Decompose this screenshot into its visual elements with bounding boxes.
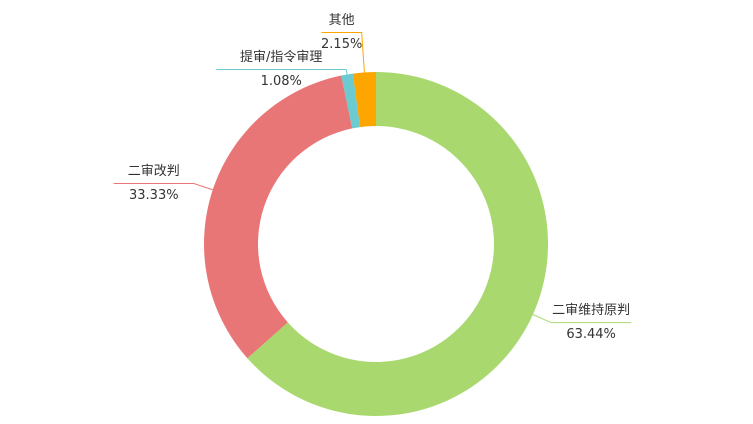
slice-value-label: 1.08% [261, 74, 302, 89]
leader-line [113, 182, 213, 191]
slice-value-label: 63.44% [566, 327, 616, 342]
slice-label: 二审改判 [128, 164, 180, 179]
leader-line [216, 69, 348, 75]
donut-slice [203, 75, 353, 359]
slice-label: 其他 [329, 13, 355, 28]
slice-value-label: 2.15% [321, 37, 362, 52]
leader-line [321, 31, 365, 73]
donut-slice [247, 72, 548, 416]
leader-line [532, 314, 632, 324]
slice-value-label: 33.33% [129, 188, 179, 203]
donut-slice [341, 73, 361, 129]
slice-label: 二审维持原判 [552, 303, 630, 318]
slice-label: 提审/指令审理 [240, 49, 322, 65]
donut-slice [352, 72, 376, 128]
